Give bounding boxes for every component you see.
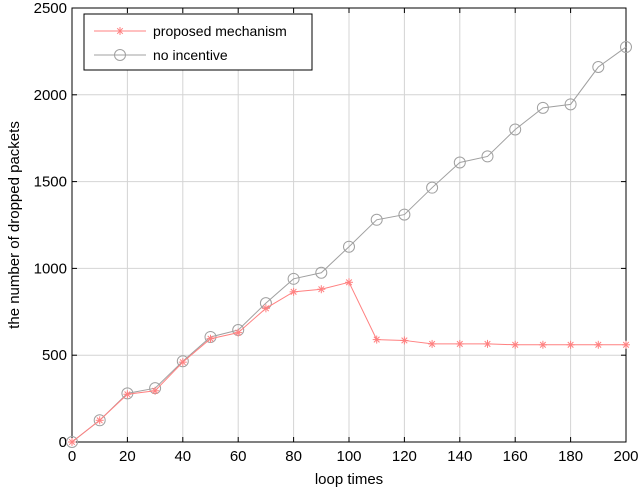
data-point-proposed-mechanism — [261, 304, 270, 313]
marker-stroke — [96, 417, 103, 424]
data-point-no-incentive — [315, 266, 328, 279]
marker-stroke — [207, 335, 214, 342]
legend: proposed mechanism no incentive — [83, 13, 313, 71]
data-point-no-incentive — [453, 156, 466, 169]
data-point-no-incentive — [509, 123, 522, 136]
data-point-proposed-mechanism — [151, 386, 160, 395]
x-axis-label: loop times — [315, 471, 383, 488]
data-point-no-incentive — [564, 98, 577, 111]
data-point-proposed-mechanism — [400, 336, 409, 345]
data-point-proposed-mechanism — [345, 278, 353, 287]
legend-label-proposed-mechanism: proposed mechanism — [153, 23, 287, 39]
data-point-no-incentive — [592, 61, 605, 74]
data-point-no-incentive — [536, 101, 549, 114]
data-point-proposed-mechanism — [372, 335, 381, 344]
marker-stroke — [567, 341, 574, 348]
data-point-proposed-mechanism — [234, 328, 243, 337]
x-tick-label: 40 — [174, 448, 191, 465]
series-no-incentive — [66, 41, 632, 448]
legend-marker-glyph — [114, 49, 126, 61]
marker-stroke — [235, 329, 242, 336]
data-point-proposed-mechanism — [317, 285, 326, 294]
data-point-no-incentive — [370, 213, 383, 226]
marker-stroke — [262, 305, 270, 312]
data-point-no-incentive — [93, 414, 106, 427]
data-point-no-incentive — [426, 181, 439, 194]
data-point-no-incentive — [287, 272, 300, 285]
y-tick-label: 1500 — [34, 174, 67, 191]
data-point-proposed-mechanism — [566, 340, 575, 349]
data-point-no-incentive — [66, 436, 78, 448]
y-tick-label: 0 — [59, 434, 67, 451]
x-tick-label: 20 — [119, 448, 136, 465]
marker-stroke — [373, 336, 380, 343]
data-point-proposed-mechanism — [289, 287, 298, 296]
marker-stroke — [484, 340, 491, 348]
x-tick-label: 200 — [613, 448, 638, 465]
axis-ticks: 0 20 40 60 80 100 120 140 160 180 2000500100015002… — [34, 0, 639, 465]
data-point-proposed-mechanism — [455, 339, 464, 348]
legend-marker-no-incentive — [114, 49, 126, 61]
data-point-no-incentive — [343, 240, 355, 253]
y-tick-label: 500 — [42, 347, 67, 364]
marker-stroke — [512, 341, 519, 348]
data-point-proposed-mechanism — [206, 334, 215, 343]
x-tick-label: 100 — [336, 448, 361, 465]
legend-label-no-incentive: no incentive — [153, 47, 228, 63]
x-tick-label: 80 — [285, 448, 302, 465]
data-point-proposed-mechanism — [538, 340, 547, 349]
marker-stroke — [68, 438, 76, 446]
legend-marker-glyph — [116, 27, 124, 35]
data-point-proposed-mechanism — [622, 340, 630, 349]
marker-stroke — [401, 337, 408, 344]
data-point-proposed-mechanism — [428, 339, 437, 348]
marker-stroke — [539, 341, 547, 348]
legend-box — [83, 13, 313, 71]
series-proposed-mechanism — [68, 278, 630, 446]
data-point-proposed-mechanism — [178, 358, 187, 367]
marker-stroke — [345, 279, 353, 286]
data-point-no-incentive — [176, 355, 189, 368]
marker-stroke — [116, 27, 124, 35]
y-tick-label: 2000 — [34, 87, 67, 104]
y-axis-label: the number of dropped packets — [6, 121, 23, 329]
x-tick-label: 0 — [68, 448, 76, 465]
data-point-proposed-mechanism — [483, 339, 492, 348]
data-point-proposed-mechanism — [95, 416, 104, 425]
marker-stroke — [318, 286, 325, 293]
marker-stroke — [151, 387, 159, 394]
marker-stroke — [179, 358, 186, 366]
series-line-no-incentive — [71, 46, 627, 443]
series-group — [66, 41, 632, 448]
x-tick-label: 160 — [503, 448, 528, 465]
y-tick-label: 1000 — [34, 260, 67, 277]
data-point-proposed-mechanism — [123, 390, 132, 399]
x-tick-label: 140 — [447, 448, 472, 465]
data-point-proposed-mechanism — [594, 340, 603, 349]
legend-marker-proposed-mechanism — [116, 27, 124, 35]
marker-stroke — [622, 341, 630, 348]
x-tick-label: 60 — [230, 448, 247, 465]
marker-stroke — [595, 341, 602, 348]
marker-stroke — [428, 340, 436, 348]
marker-stroke — [456, 340, 463, 348]
data-point-no-incentive — [398, 208, 411, 221]
data-point-no-incentive — [620, 41, 632, 54]
x-tick-label: 120 — [392, 448, 417, 465]
marker-stroke — [124, 391, 131, 398]
data-point-no-incentive — [481, 150, 494, 163]
marker-stroke — [290, 288, 297, 295]
y-tick-label: 2500 — [34, 0, 67, 17]
grid — [72, 8, 626, 442]
x-tick-label: 180 — [558, 448, 583, 465]
data-point-proposed-mechanism — [511, 340, 520, 349]
data-point-proposed-mechanism — [68, 438, 76, 446]
